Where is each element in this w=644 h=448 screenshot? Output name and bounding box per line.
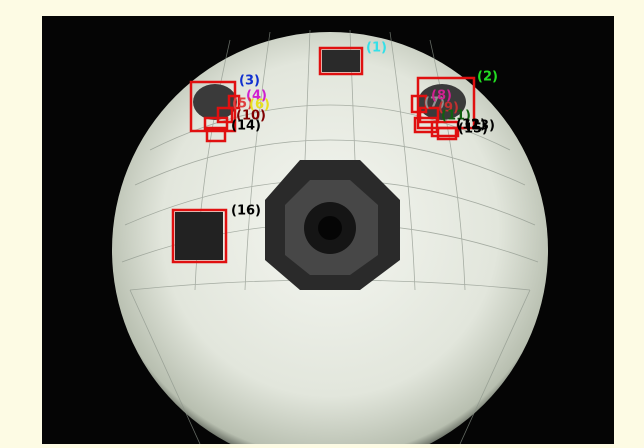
box-label: (1) [366,41,387,56]
object [175,212,223,260]
box-label: (3) [239,74,260,89]
box-label: (14) [231,119,261,134]
page: {"labels": [ {"text": "(1)", "color": "#… [0,0,644,448]
screenshot: (1)(2)(3)(4)(5)(6)(7)(8)(9)(10)(11)(12)(… [0,0,644,448]
box-label: (16) [231,204,261,219]
object [193,84,237,120]
object [322,50,360,72]
box-label: (2) [477,70,498,85]
box-label: (15) [458,122,488,137]
